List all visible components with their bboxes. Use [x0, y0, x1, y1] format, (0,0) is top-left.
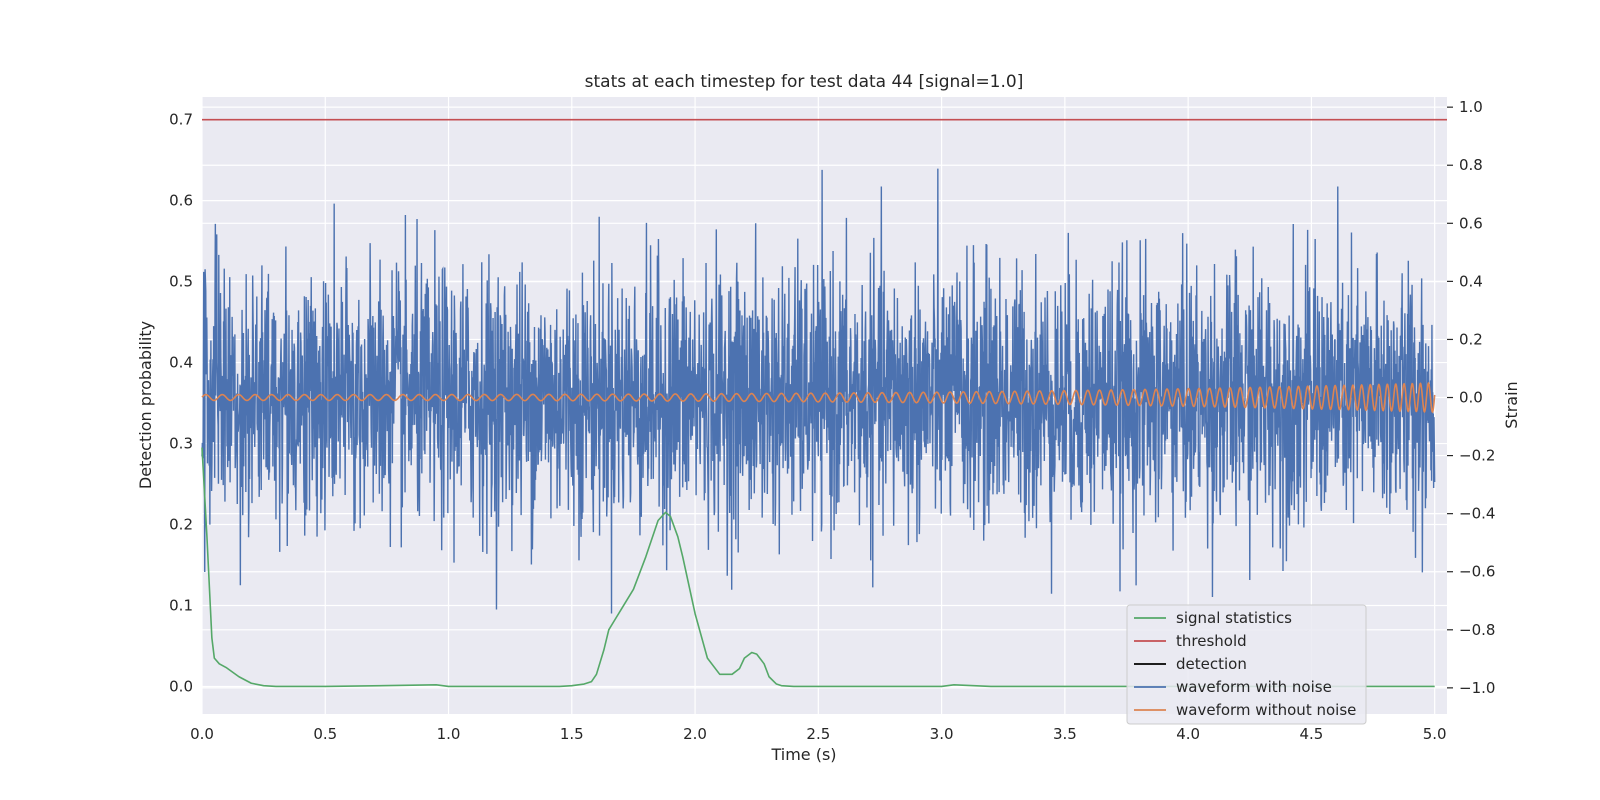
y2-tick-label: −0.2: [1459, 447, 1495, 465]
series-line-waveform-without-noise: [201, 381, 1436, 414]
x-tick-label: 0.0: [190, 725, 214, 743]
chart-title: stats at each timestep for test data 44 …: [585, 72, 1024, 92]
y-tick-label: 0.1: [169, 596, 193, 614]
x-axis-label: Time (s): [770, 745, 836, 764]
x-tick-label: 4.0: [1176, 725, 1200, 743]
y2-tick-label: −1.0: [1459, 679, 1495, 697]
y2-tick-label: 0.0: [1459, 389, 1483, 407]
y2-tick-label: 1.0: [1459, 98, 1483, 116]
legend-entry-label: threshold: [1176, 632, 1247, 650]
x-tick-label: 2.0: [683, 725, 707, 743]
y-axis-label: Detection probability: [136, 321, 155, 489]
x-tick-label: 3.5: [1053, 725, 1077, 743]
y2-tick-label: −0.6: [1459, 563, 1495, 581]
x-tick-label: 4.5: [1299, 725, 1323, 743]
y-tick-label: 0.4: [169, 354, 193, 372]
series-layer: [201, 118, 1447, 688]
series-line-waveform-with-noise: [201, 168, 1436, 614]
x-tick-label: 0.5: [313, 725, 337, 743]
y2-axis-label: Strain: [1502, 381, 1521, 428]
y-tick-label: 0.5: [169, 273, 193, 291]
legend-entry-label: signal statistics: [1176, 609, 1292, 627]
x-tick-label: 1.0: [437, 725, 461, 743]
y-tick-label: 0.2: [169, 516, 193, 534]
x-tick-label: 2.5: [806, 725, 830, 743]
legend-entry-label: waveform without noise: [1176, 701, 1356, 719]
y2-tick-label: −0.4: [1459, 505, 1495, 523]
y-tick-label: 0.3: [169, 435, 193, 453]
x-tick-label: 3.0: [930, 725, 954, 743]
legend-entry-label: waveform with noise: [1176, 678, 1332, 696]
y-tick-label: 0.7: [169, 111, 193, 129]
axes: 0.0 0.5 1.0 1.5 2.0 2.5 3.0 3.5 4.0 4.5 5.0 0.0 0.1 0…: [169, 98, 1495, 743]
y-tick-label: 0.0: [169, 677, 193, 695]
y2-tick-label: 0.6: [1459, 214, 1483, 232]
legend-entry-label: detection: [1176, 655, 1247, 673]
y2-tick-label: 0.8: [1459, 156, 1483, 174]
x-tick-label: 1.5: [560, 725, 584, 743]
x-tick-label: 5.0: [1423, 725, 1447, 743]
y2-tick-label: −0.8: [1459, 621, 1495, 639]
legend-box: [1126, 604, 1367, 725]
series-line-signal-statistics: [201, 447, 1435, 688]
y2-tick-label: 0.4: [1459, 272, 1483, 290]
y-tick-label: 0.6: [169, 192, 193, 210]
y2-tick-label: 0.2: [1459, 330, 1483, 348]
legend: signal statistics threshold detection wavef…: [1126, 604, 1367, 725]
